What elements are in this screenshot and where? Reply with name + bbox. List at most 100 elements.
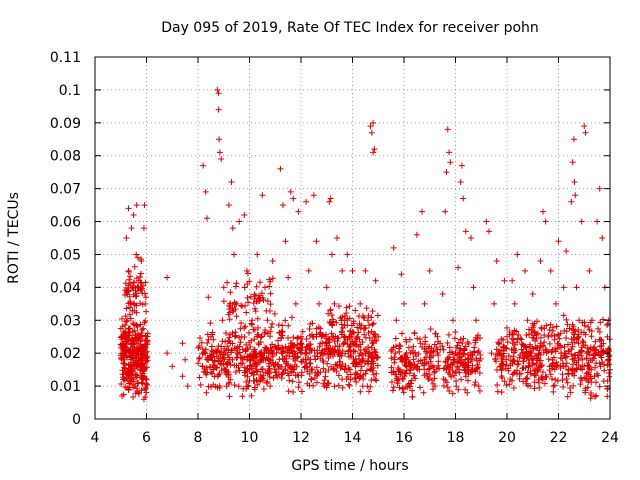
- data-point-cluster: [311, 353, 318, 360]
- data-point-cluster: [282, 317, 289, 324]
- data-point-cluster: [234, 351, 241, 358]
- data-point: [357, 300, 364, 307]
- data-point-cluster: [257, 294, 264, 301]
- data-point-cluster: [366, 322, 373, 329]
- data-point-cluster: [322, 368, 329, 375]
- data-point-cluster: [226, 316, 233, 323]
- data-point-cluster: [264, 298, 271, 305]
- data-point-cluster: [452, 369, 459, 376]
- data-point-cluster: [533, 361, 540, 368]
- data-point-cluster: [520, 378, 527, 385]
- data-point-cluster: [140, 282, 147, 289]
- data-point-cluster: [355, 329, 362, 336]
- data-point-cluster: [550, 388, 557, 395]
- data-point-cluster: [306, 325, 313, 332]
- data-point-cluster: [266, 283, 273, 290]
- data-point-cluster: [239, 303, 246, 310]
- data-point-cluster: [231, 362, 238, 369]
- data-point-cluster: [241, 334, 248, 341]
- data-point-cluster: [450, 359, 457, 366]
- data-point-cluster: [134, 379, 141, 386]
- data-point-cluster: [324, 360, 331, 367]
- data-point-cluster: [363, 305, 370, 312]
- data-point-cluster: [410, 343, 417, 350]
- data-point-cluster: [533, 344, 540, 351]
- data-point-cluster: [414, 366, 421, 373]
- data-point-cluster: [197, 334, 204, 341]
- data-point-cluster: [224, 279, 231, 286]
- data-point: [522, 267, 529, 274]
- data-point-cluster: [141, 290, 148, 297]
- data-point-cluster: [399, 375, 406, 382]
- data-point-cluster: [464, 339, 471, 346]
- data-point: [214, 86, 221, 93]
- data-point-cluster: [434, 350, 441, 357]
- data-point-cluster: [388, 379, 395, 386]
- data-point-cluster: [308, 375, 315, 382]
- data-point-cluster: [128, 368, 135, 375]
- data-point-cluster: [448, 373, 455, 380]
- data-point-cluster: [134, 283, 141, 290]
- data-point-cluster: [327, 306, 334, 313]
- data-point-cluster: [196, 354, 203, 361]
- data-point-cluster: [251, 295, 258, 302]
- data-point-cluster: [585, 323, 592, 330]
- data-point-cluster: [267, 356, 274, 363]
- data-point-cluster: [142, 294, 149, 301]
- data-point-cluster: [229, 340, 236, 347]
- data-point-cluster: [371, 355, 378, 362]
- data-point-cluster: [531, 370, 538, 377]
- data-point-cluster: [494, 381, 501, 388]
- data-point-cluster: [303, 335, 310, 342]
- data-point-cluster: [406, 363, 413, 370]
- data-point-cluster: [514, 335, 521, 342]
- data-point-cluster: [454, 352, 461, 359]
- data-point-cluster: [269, 341, 276, 348]
- data-point-cluster: [224, 343, 231, 350]
- data-point-cluster: [494, 388, 501, 395]
- data-point-cluster: [267, 290, 274, 297]
- data-point-cluster: [425, 366, 432, 373]
- data-point-cluster: [221, 345, 228, 352]
- data-point-cluster: [372, 351, 379, 358]
- data-point-cluster: [388, 364, 395, 371]
- data-point-cluster: [512, 347, 519, 354]
- data-point-cluster: [365, 353, 372, 360]
- data-point: [449, 317, 456, 324]
- data-point-cluster: [333, 319, 340, 326]
- data-point-cluster: [306, 332, 313, 339]
- data-point-cluster: [231, 333, 238, 340]
- data-point-cluster: [128, 374, 135, 381]
- data-point-cluster: [122, 369, 129, 376]
- data-point-cluster: [595, 325, 602, 332]
- data-point-cluster: [606, 373, 613, 380]
- data-point-cluster: [344, 316, 351, 323]
- data-point: [542, 218, 549, 225]
- data-point-cluster: [503, 382, 510, 389]
- data-point-cluster: [225, 380, 232, 387]
- data-point-cluster: [431, 375, 438, 382]
- data-point-cluster: [142, 318, 149, 325]
- data-point-cluster: [243, 385, 250, 392]
- data-point-cluster: [323, 342, 330, 349]
- data-point-cluster: [451, 372, 458, 379]
- data-point-cluster: [511, 327, 518, 334]
- data-point-cluster: [430, 380, 437, 387]
- data-point-cluster: [347, 376, 354, 383]
- data-point-cluster: [342, 363, 349, 370]
- data-point-cluster: [563, 335, 570, 342]
- data-point-cluster: [575, 361, 582, 368]
- data-point-cluster: [133, 292, 140, 299]
- data-point-cluster: [552, 345, 559, 352]
- data-point-cluster: [221, 367, 228, 374]
- data-point-cluster: [246, 278, 253, 285]
- data-point: [446, 149, 453, 156]
- data-point-cluster: [210, 381, 217, 388]
- data-point-cluster: [361, 360, 368, 367]
- data-point-cluster: [520, 341, 527, 348]
- data-point-cluster: [422, 338, 429, 345]
- data-point: [514, 251, 521, 258]
- data-point-cluster: [582, 389, 589, 396]
- data-point-cluster: [136, 343, 143, 350]
- data-point-cluster: [203, 364, 210, 371]
